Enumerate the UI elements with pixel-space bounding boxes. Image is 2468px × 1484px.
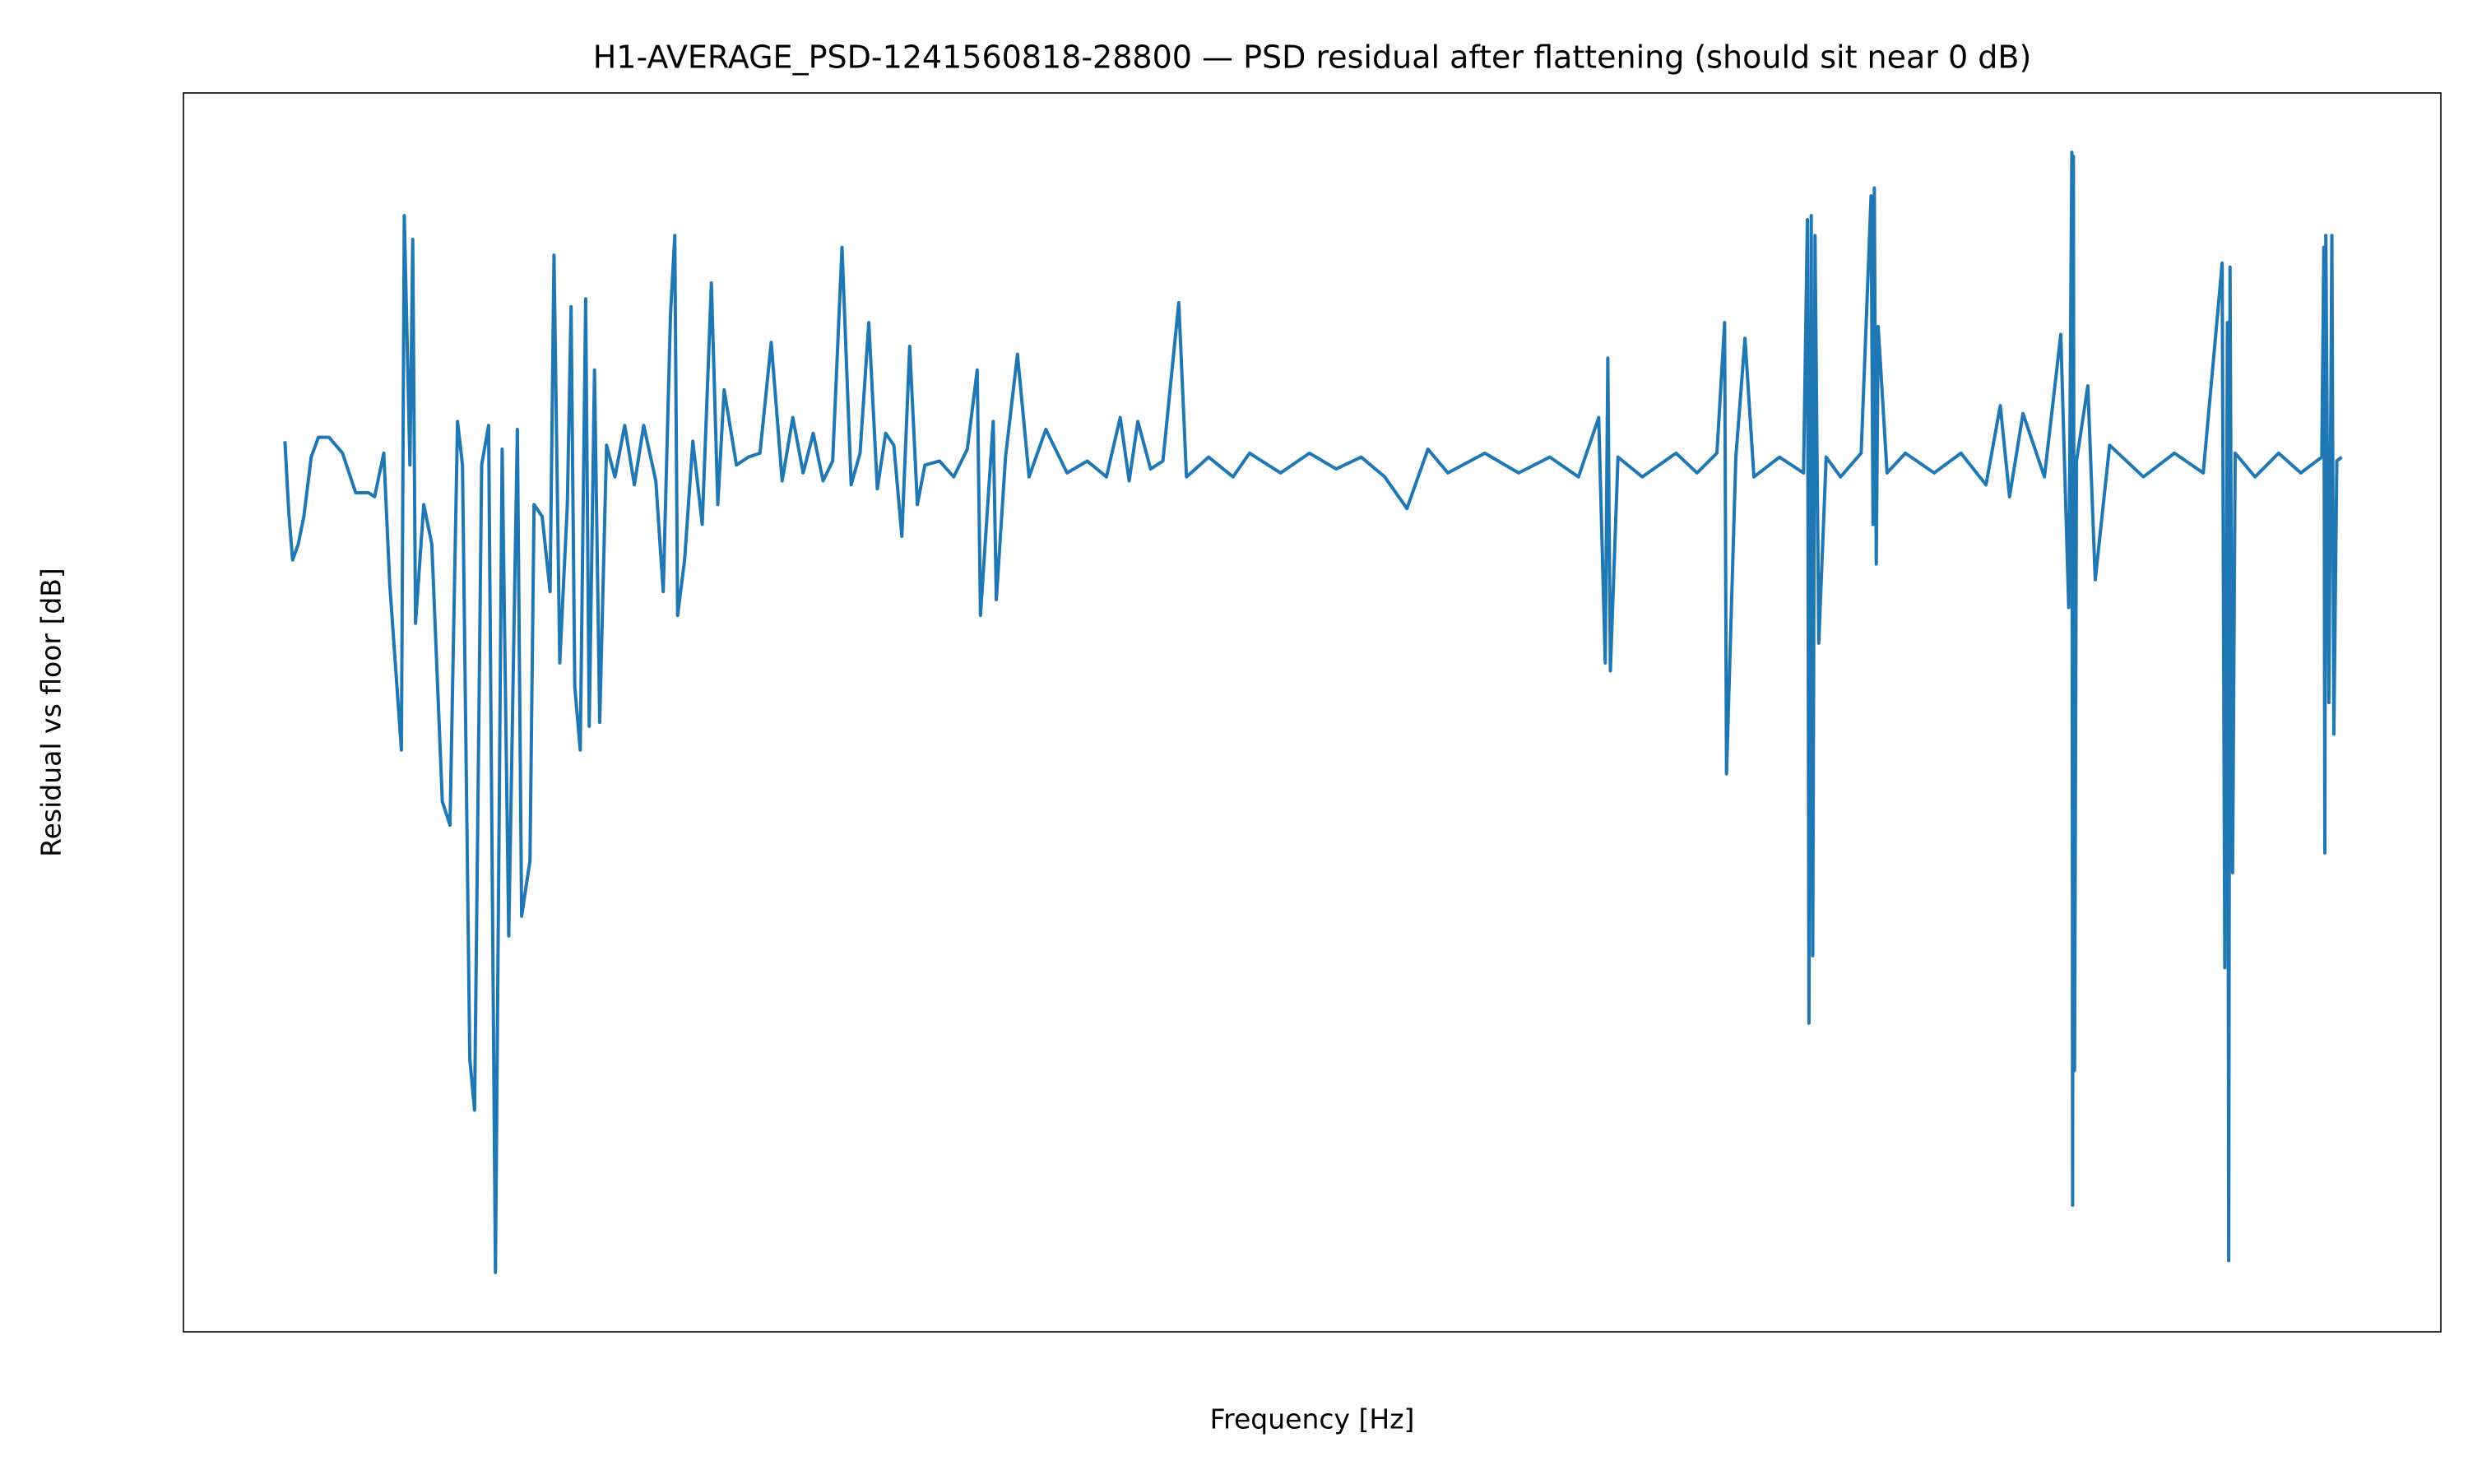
y-axis-label: Residual vs floor [dB]	[35, 568, 67, 857]
axes	[183, 92, 2442, 1333]
chart-title: H1-AVERAGE_PSD-1241560818-28800 — PSD re…	[593, 39, 2032, 76]
plot-frame	[183, 92, 2442, 1333]
data-line	[283, 151, 2343, 1274]
plot-area	[283, 151, 2343, 1274]
x-axis-label: Frequency [Hz]	[1210, 1403, 1415, 1435]
